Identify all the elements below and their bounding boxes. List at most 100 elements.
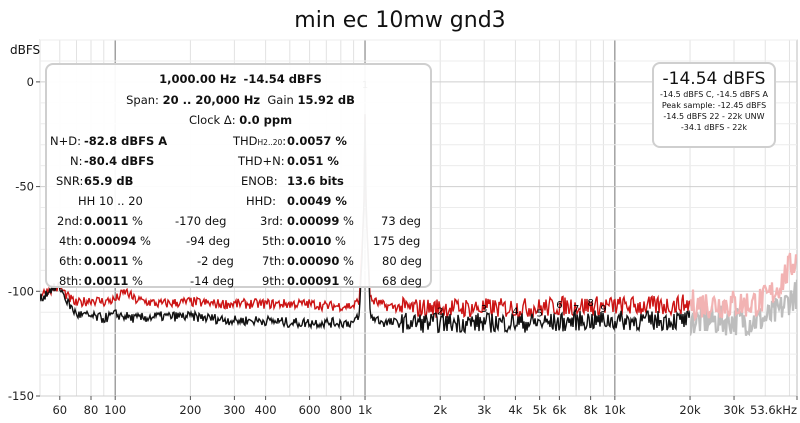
harmonic-2-phase: -170 deg xyxy=(175,214,227,228)
harmonic-9-value: 0.00091 % xyxy=(287,274,354,288)
harmonic-marker-label: 3 xyxy=(481,304,487,315)
snr-value: 65.9 dB xyxy=(84,174,134,188)
snr-label: SNR: xyxy=(56,174,84,188)
hhd-value: 0.0049 % xyxy=(287,194,347,208)
x-tick-label: 400 xyxy=(255,403,277,417)
harmonic-9-phase: 68 deg xyxy=(382,274,422,288)
stats-row-n: N: -80.4 dBFS THD+N: 0.051 % xyxy=(47,154,434,172)
harmonic-4-value: 0.00094 % xyxy=(84,234,151,248)
y-tick-label: -100 xyxy=(8,284,34,298)
harmonic-4-phase: -94 deg xyxy=(186,234,231,248)
harmonic-3-label: 3rd: xyxy=(260,214,284,228)
harmonic-2-label: 2nd: xyxy=(57,214,83,228)
x-tick-label: 53.6kHz xyxy=(750,403,797,417)
nd-label: N+D: xyxy=(50,134,81,148)
fundamental-level: -14.54 dBFS xyxy=(243,72,322,86)
x-tick-label: 600 xyxy=(299,403,321,417)
harmonic-6-label: 6th: xyxy=(59,254,82,268)
x-tick-label: 8k xyxy=(584,403,598,417)
stats-row-hh: HH 10 .. 20 HHD: 0.0049 % xyxy=(47,194,434,212)
harmonic-marker-label: 9 xyxy=(600,304,606,315)
harmonic-marker-label: 6 xyxy=(556,300,562,311)
level-unweighted-readout: -14.5 dBFS 22 - 22k UNW xyxy=(663,112,765,121)
y-tick-label: 0 xyxy=(27,75,34,89)
stats-panel[interactable]: 1,000.00 Hz -14.54 dBFS Span: 20 .. 20,0… xyxy=(45,63,432,288)
x-tick-label: 30k xyxy=(723,403,745,417)
harmonic-5-label: 5th: xyxy=(262,234,285,248)
y-tick-label: -150 xyxy=(8,389,34,403)
gain-value: 15.92 dB xyxy=(297,93,355,107)
harmonic-8-value: 0.0011 % xyxy=(84,274,143,288)
stats-row-snr: SNR: 65.9 dB ENOB: 13.6 bits xyxy=(47,174,434,192)
clock-value: 0.0 ppm xyxy=(239,113,293,127)
series-layer xyxy=(40,114,797,337)
harmonics-row-8-9: 8th: 0.0011 % -14 deg 9th: 0.00091 % 68 … xyxy=(47,274,434,292)
gain-label: Gain xyxy=(267,93,294,107)
harmonic-7-value: 0.00090 % xyxy=(287,254,354,268)
y-tick-label: -50 xyxy=(15,180,34,194)
fundamental-frequency: 1,000.00 Hz xyxy=(159,72,237,86)
harmonic-4-label: 4th: xyxy=(59,234,82,248)
harmonic-6-value: 0.0011 % xyxy=(84,254,143,268)
span-gain-readout: Span: 20 .. 20,000 Hz Gain 15.92 dB xyxy=(47,93,434,107)
thdn-label: THD+N: xyxy=(238,154,285,168)
span-label: Span: xyxy=(126,93,159,107)
level-peak-sample: Peak sample: -12.45 dBFS xyxy=(661,101,767,110)
harmonic-8-label: 8th: xyxy=(59,274,82,288)
y-axis: 0 -50 -100 -150 xyxy=(8,75,40,403)
x-tick-label: 5k xyxy=(533,403,547,417)
level-main-readout: -14.54 dBFS xyxy=(662,69,766,89)
harmonic-marker-label: 2 xyxy=(437,306,443,317)
harmonic-3-phase: 73 deg xyxy=(381,214,421,228)
enob-label: ENOB: xyxy=(241,174,278,188)
harmonic-5-phase: 175 deg xyxy=(373,234,421,248)
hh-range-label: HH 10 .. 20 xyxy=(78,194,143,208)
clock-label: Clock Δ: xyxy=(188,113,236,127)
thd-subscript: H2..20 xyxy=(257,138,283,147)
harmonic-5-value: 0.0010 % xyxy=(287,234,346,248)
x-tick-label: 300 xyxy=(223,403,245,417)
x-tick-label: 100 xyxy=(104,403,126,417)
level-band-readout: -34.1 dBFS - 22k xyxy=(680,123,748,132)
harmonic-7-label: 7th: xyxy=(262,254,285,268)
series-line-secondary xyxy=(40,114,691,335)
harmonic-6-phase: -2 deg xyxy=(197,254,234,268)
x-tick-label: 200 xyxy=(179,403,201,417)
series-line-primary xyxy=(40,114,691,320)
x-tick-label: 6k xyxy=(552,403,566,417)
span-value: 20 .. 20,000 Hz xyxy=(162,93,261,107)
harmonic-marker-label: 8 xyxy=(587,298,593,309)
nd-value: -82.8 dBFS A xyxy=(84,134,168,148)
x-tick-label: 10k xyxy=(604,403,626,417)
harmonic-marker-label: 7 xyxy=(573,304,579,315)
thdn-value: 0.051 % xyxy=(287,154,339,168)
n-value: -80.4 dBFS xyxy=(84,154,155,168)
x-tick-label: 1k xyxy=(358,403,372,417)
x-axis: 60 80 100 200 300 400 600 800 1k 2k 3k 4k 5k 6k 8k 10k 2… xyxy=(52,396,798,417)
thd-value: 0.0057 % xyxy=(287,134,347,148)
fundamental-readout: 1,000.00 Hz -14.54 dBFS xyxy=(47,72,434,86)
harmonic-9-label: 9th: xyxy=(262,274,285,288)
clock-readout: Clock Δ: 0.0 ppm xyxy=(47,113,434,127)
x-tick-label: 60 xyxy=(52,403,67,417)
harmonic-3-value: 0.00099 % xyxy=(287,214,354,228)
enob-value: 13.6 bits xyxy=(287,174,344,188)
harmonic-8-phase: -14 deg xyxy=(190,274,235,288)
y-axis-unit-label: dBFS xyxy=(10,43,41,57)
stats-row-nd: N+D: -82.8 dBFS A THDH2..20: 0.0057 % xyxy=(47,134,434,152)
harmonics-row-6-7: 6th: 0.0011 % -2 deg 7th: 0.00090 % 80 d… xyxy=(47,254,434,272)
level-panel[interactable]: -14.54 dBFS -14.5 dBFS C, -14.5 dBFS A P… xyxy=(652,62,776,148)
thd-label: THDH2..20: xyxy=(233,134,287,148)
chart-title: min ec 10mw gnd3 xyxy=(294,8,506,33)
n-label: N: xyxy=(70,154,83,168)
x-tick-label: 3k xyxy=(477,403,491,417)
x-tick-label: 80 xyxy=(84,403,99,417)
hhd-label: HHD: xyxy=(246,194,277,208)
harmonics-row-4-5: 4th: 0.00094 % -94 deg 5th: 0.0010 % 175… xyxy=(47,234,434,252)
harmonic-marker-label: 4 xyxy=(512,306,518,317)
x-tick-label: 20k xyxy=(679,403,701,417)
harmonic-2-value: 0.0011 % xyxy=(84,214,143,228)
harmonic-7-phase: 80 deg xyxy=(382,254,422,268)
x-tick-label: 4k xyxy=(508,403,522,417)
x-tick-label: 2k xyxy=(433,403,447,417)
